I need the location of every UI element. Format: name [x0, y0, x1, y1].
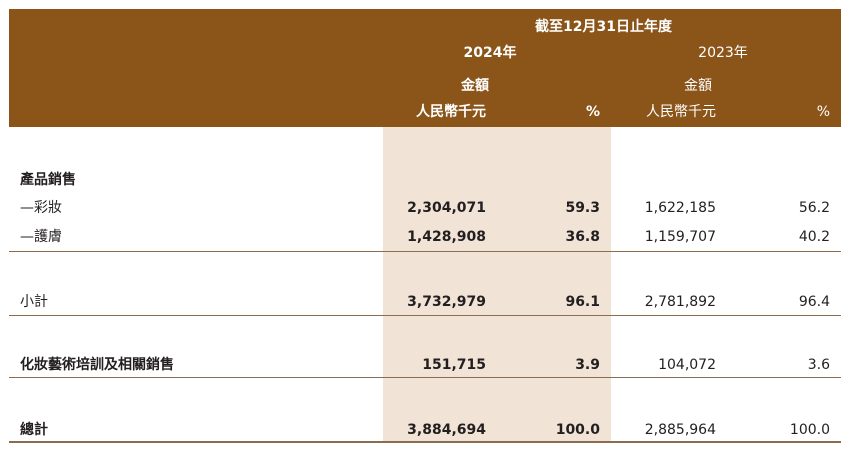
pct-2024-heading: %: [585, 104, 600, 120]
year-2023-heading: 2023年: [698, 45, 748, 61]
total-value-2023: 2,885,964: [644, 422, 716, 438]
section-title: 產品銷售: [20, 172, 76, 188]
current-year-highlight-column: [383, 127, 611, 442]
total-value-2024: 3,884,694: [407, 422, 486, 438]
amount-2023-heading: 金額: [684, 78, 712, 94]
row-pct-2024: 59.3: [565, 200, 600, 216]
row-pct-2023: 56.2: [798, 200, 830, 216]
training-pct-2024: 3.9: [575, 357, 600, 373]
unit-2023-heading: 人民幣千元: [646, 104, 716, 120]
training-label: 化妝藝術培訓及相關銷售: [20, 357, 174, 373]
pct-2023-heading: %: [816, 104, 830, 120]
row-pct-2023: 40.2: [798, 229, 830, 245]
row-pct-2024: 36.8: [565, 229, 600, 245]
subtotal-value-2023: 2,781,892: [644, 294, 716, 310]
unit-2024-heading: 人民幣千元: [416, 104, 486, 120]
subtotal-value-2024: 3,732,979: [407, 294, 486, 310]
divider: [9, 377, 841, 378]
row-value-2023: 1,622,185: [644, 200, 716, 216]
row-label: —彩妝: [20, 200, 62, 216]
total-label: 總計: [20, 422, 48, 438]
subtotal-pct-2024: 96.1: [565, 294, 600, 310]
bottom-rule: [9, 441, 841, 443]
training-pct-2023: 3.6: [807, 357, 830, 373]
row-value-2024: 1,428,908: [407, 229, 486, 245]
total-pct-2023: 100.0: [789, 422, 830, 438]
row-label: —護膚: [20, 229, 62, 245]
total-pct-2024: 100.0: [555, 422, 600, 438]
training-value-2024: 151,715: [422, 357, 486, 373]
subtotal-label: 小計: [20, 294, 48, 310]
row-value-2023: 1,159,707: [644, 229, 716, 245]
amount-2024-heading: 金額: [461, 78, 489, 94]
subtotal-pct-2023: 96.4: [798, 294, 830, 310]
year-2024-heading: 2024年: [463, 45, 517, 61]
divider: [9, 315, 841, 316]
period-heading: 截至12月31日止年度: [535, 19, 672, 35]
training-value-2023: 104,072: [658, 357, 716, 373]
row-value-2024: 2,304,071: [407, 200, 486, 216]
table-header: [9, 9, 841, 127]
divider: [9, 251, 841, 252]
